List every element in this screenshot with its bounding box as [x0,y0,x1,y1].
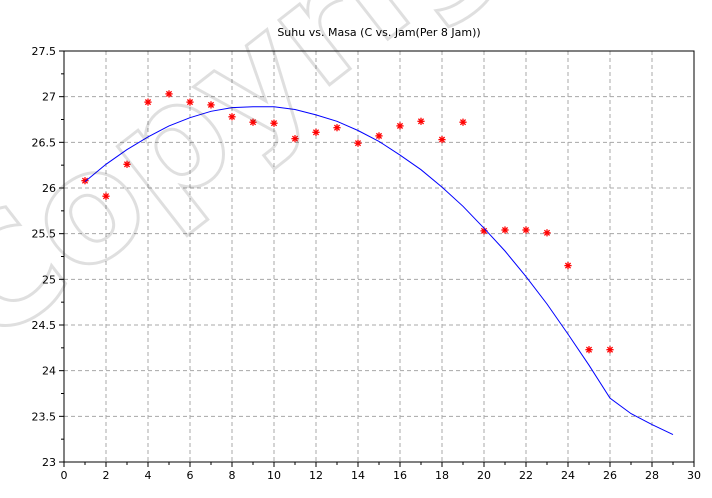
data-point-marker [144,98,152,106]
y-tick-label: 26.5 [32,136,57,149]
data-point-marker [417,117,425,125]
data-point-marker [396,122,404,130]
y-tick-label: 25 [42,273,56,286]
data-point-marker [102,192,110,200]
data-point-marker [585,346,593,354]
y-tick-label: 24 [42,365,56,378]
y-tick-label: 25.5 [32,228,57,241]
x-tick-label: 24 [561,469,575,482]
x-tick-label: 6 [187,469,194,482]
x-tick-label: 12 [309,469,323,482]
x-tick-label: 30 [687,469,701,482]
data-point-marker [270,119,278,127]
x-tick-label: 20 [477,469,491,482]
data-point-marker [333,124,341,132]
x-tick-label: 26 [603,469,617,482]
x-tick-label: 4 [145,469,152,482]
y-tick-label: 27 [42,91,56,104]
y-tick-label: 26 [42,182,56,195]
data-point-marker [438,136,446,144]
axes [59,50,695,467]
y-tick-label: 27.5 [32,45,57,58]
chart-title: Suhu vs. Masa (C vs. Jam(Per 8 Jam)) [277,26,480,39]
x-tick-label: 14 [351,469,365,482]
data-point-marker [522,226,530,234]
x-tick-label: 16 [393,469,407,482]
data-point-marker [81,177,89,185]
data-point-marker [606,346,614,354]
data-point-marker [228,113,236,121]
x-tick-label: 28 [645,469,659,482]
x-tick-label: 0 [61,469,68,482]
data-point-marker [291,135,299,143]
y-tick-label: 23 [42,456,56,469]
data-point-marker [249,118,257,126]
grid [64,51,694,462]
data-point-marker [375,132,383,140]
data-point-marker [165,90,173,98]
data-point-marker [186,98,194,106]
watermark-text: Copyright [0,0,667,380]
plot-data [81,90,674,436]
data-point-marker [354,139,362,147]
x-tick-label: 18 [435,469,449,482]
data-point-marker [207,101,215,109]
x-tick-label: 10 [267,469,281,482]
data-point-marker [543,229,551,237]
tick-labels: 0 2 4 6 8 10 12 14 16 18 20 22 24 26 28 302323.52424.52… [32,45,702,482]
data-point-marker [312,128,320,136]
x-tick-label: 22 [519,469,533,482]
y-tick-label: 24.5 [32,319,57,332]
data-point-marker [459,118,467,126]
data-point-marker [501,226,509,234]
data-point-marker [123,160,131,168]
fit-curve-line [84,106,674,436]
x-tick-label: 8 [229,469,236,482]
data-point-marker [564,262,572,270]
y-tick-label: 23.5 [32,410,57,423]
x-tick-label: 2 [103,469,110,482]
